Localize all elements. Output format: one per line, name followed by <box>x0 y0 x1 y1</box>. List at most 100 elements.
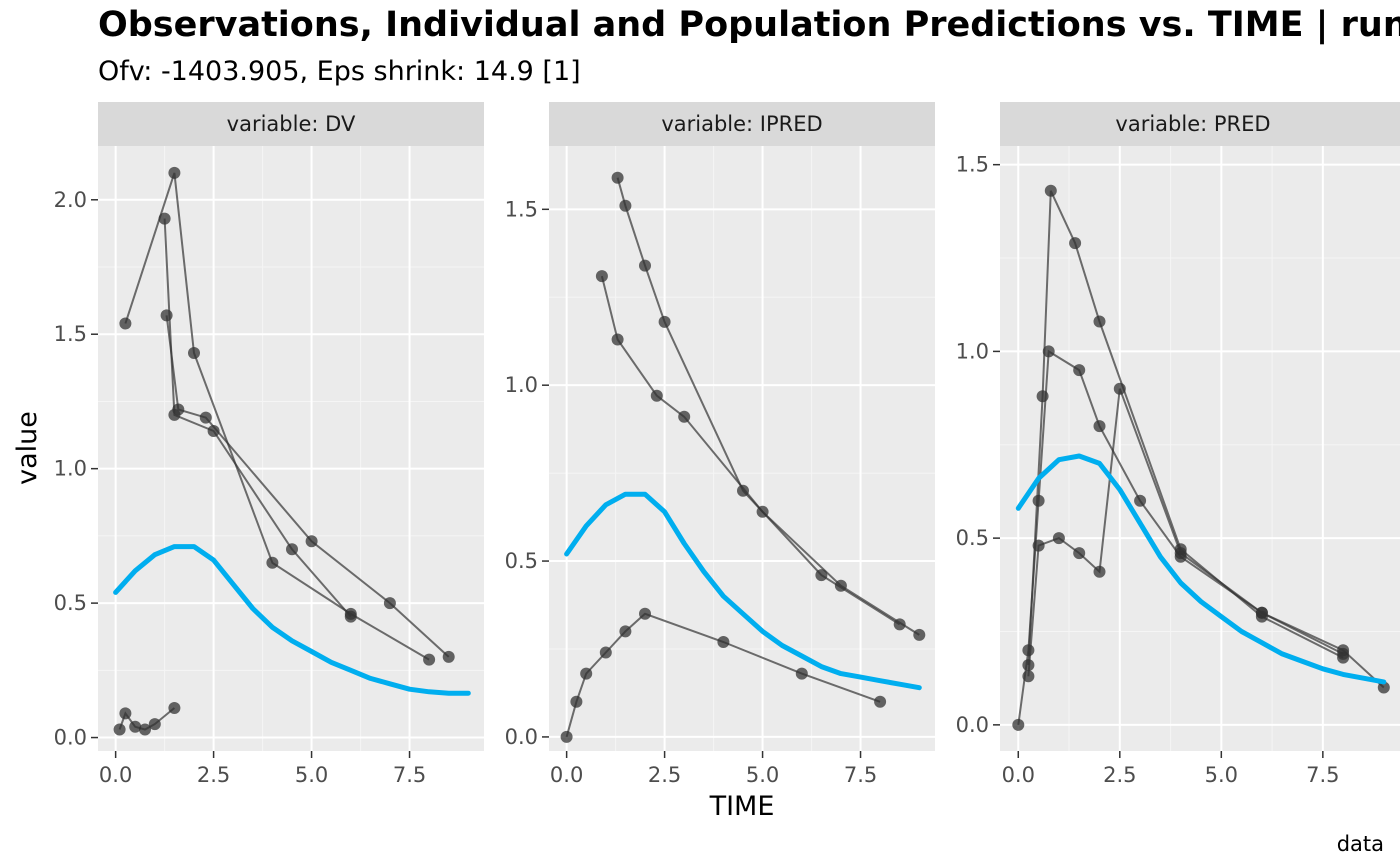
y-tick-label: 0.0 <box>54 726 87 750</box>
data-point-ipred <box>650 389 663 402</box>
data-point-pred <box>1073 364 1086 377</box>
data-point-pred <box>1022 670 1035 683</box>
data-point-ipred <box>619 199 632 212</box>
smooth-line-dv <box>113 544 471 696</box>
data-point-dv <box>148 718 161 731</box>
data-point-pred <box>1134 494 1147 507</box>
smooth-line-pred <box>1015 453 1387 685</box>
x-tick-label: 7.5 <box>844 763 877 787</box>
y-tick-label: 1.5 <box>956 153 989 177</box>
strip-label-pred: variable: PRED <box>1115 112 1270 136</box>
data-point-dv <box>129 720 142 733</box>
x-tick-label: 5.0 <box>1205 763 1238 787</box>
x-axis-title: TIME <box>709 791 775 822</box>
data-point-pred <box>1174 547 1187 560</box>
x-tick-label: 2.5 <box>197 763 230 787</box>
data-point-ipred <box>560 730 573 743</box>
data-point-dv <box>168 166 181 179</box>
y-tick-label: 1.5 <box>54 322 87 346</box>
data-point-pred <box>1093 315 1106 328</box>
data-point-ipred <box>795 667 808 680</box>
x-tick-label: 0.0 <box>550 763 583 787</box>
data-point-ipred <box>756 505 769 518</box>
data-point-pred <box>1093 420 1106 433</box>
x-tick-label: 0.0 <box>1002 763 1035 787</box>
data-point-dv <box>266 556 279 569</box>
x-tick-label: 5.0 <box>295 763 328 787</box>
individual-line-pred <box>1027 190 1344 666</box>
data-point-pred <box>1069 237 1082 250</box>
data-point-ipred <box>815 569 828 582</box>
data-point-ipred <box>639 259 651 272</box>
y-tick-label: 1.0 <box>54 457 87 481</box>
data-point-pred <box>1052 532 1065 545</box>
data-point-ipred <box>611 171 624 184</box>
data-point-dv <box>158 212 171 225</box>
data-point-ipred <box>570 695 583 708</box>
data-point-pred <box>1042 345 1055 358</box>
data-point-pred <box>1255 606 1268 619</box>
data-point-pred <box>1032 494 1045 507</box>
individual-line-dv <box>124 172 430 661</box>
strip-dv <box>98 102 484 146</box>
data-point-ipred <box>619 625 632 638</box>
y-tick-label: 2.0 <box>54 188 87 212</box>
data-point-dv <box>119 317 132 330</box>
data-point-ipred <box>874 695 887 708</box>
y-axis-title: value <box>12 411 43 485</box>
strip-label-ipred: variable: IPRED <box>661 112 822 136</box>
data-point-dv <box>383 597 396 610</box>
caption: data <box>1337 832 1384 856</box>
strip-pred <box>1000 102 1400 146</box>
data-point-pred <box>1073 547 1086 560</box>
individual-line-dv <box>165 315 450 658</box>
data-point-dv <box>286 543 298 556</box>
data-point-dv <box>188 347 200 359</box>
y-tick-label: 1.5 <box>505 197 538 221</box>
y-tick-label: 0.0 <box>956 713 989 737</box>
y-tick-label: 0.5 <box>54 591 87 615</box>
strip-label-dv: variable: DV <box>227 112 356 136</box>
data-point-pred <box>1113 382 1126 395</box>
y-tick-label: 1.0 <box>505 373 538 397</box>
data-point-dv <box>344 610 357 623</box>
x-tick-label: 7.5 <box>393 763 426 787</box>
data-point-pred <box>1337 647 1350 660</box>
data-point-dv <box>172 403 185 416</box>
data-point-ipred <box>580 667 593 680</box>
data-point-pred <box>1032 539 1045 552</box>
data-point-ipred <box>599 646 612 659</box>
x-tick-label: 5.0 <box>746 763 779 787</box>
y-tick-label: 0.0 <box>505 725 538 749</box>
data-point-dv <box>168 702 181 714</box>
data-point-ipred <box>913 628 926 641</box>
x-tick-label: 2.5 <box>1103 763 1136 787</box>
data-point-ipred <box>595 270 608 283</box>
x-tick-label: 2.5 <box>648 763 681 787</box>
data-point-dv <box>423 653 436 666</box>
smooth-line-ipred <box>564 491 922 691</box>
data-point-pred <box>1036 390 1049 403</box>
y-tick-label: 0.5 <box>956 526 989 550</box>
data-point-dv <box>207 425 220 437</box>
data-point-dv <box>119 707 132 720</box>
data-point-pred <box>1377 681 1390 694</box>
data-point-ipred <box>737 484 749 497</box>
panel-ipred: variable: IPRED 0.0 2.5 5.0 7.5 0.0 0.5 1.0 1.5 <box>505 102 935 787</box>
x-tick-label: 0.0 <box>99 763 132 787</box>
panel-dv: variable: DV 0.0 2.5 5.0 7.5 0.0 0.5 1.0 1.5 2.0 <box>54 102 484 787</box>
plot-area-ipred <box>549 146 935 751</box>
chart-title: Observations, Individual and Population … <box>98 5 1400 45</box>
data-point-dv <box>305 535 318 548</box>
data-point-ipred <box>658 315 671 328</box>
panel-pred: variable: PRED 0.0 2.5 5.0 7.5 0.0 0.5 1.0 1.5 <box>956 102 1400 787</box>
data-point-pred <box>1093 565 1106 578</box>
data-point-pred <box>1044 184 1057 197</box>
data-point-dv <box>113 723 126 736</box>
data-point-ipred <box>611 333 624 346</box>
data-point-dv <box>160 309 173 322</box>
y-tick-label: 0.5 <box>505 549 538 573</box>
strip-ipred <box>549 102 935 146</box>
chart-subtitle: Ofv: -1403.905, Eps shrink: 14.9 [1] <box>98 56 581 87</box>
data-point-dv <box>139 723 151 736</box>
